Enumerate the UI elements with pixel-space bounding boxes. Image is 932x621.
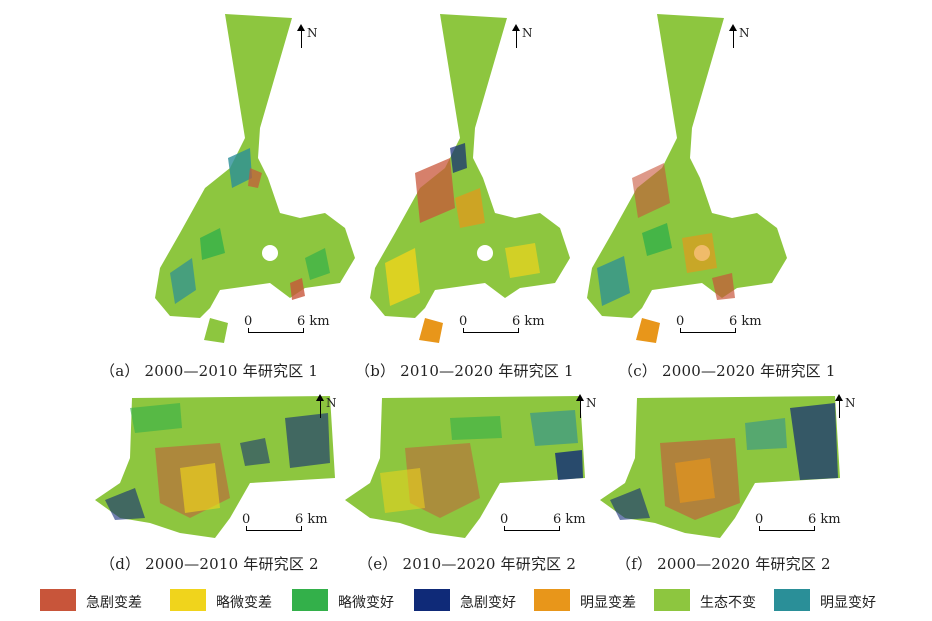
legend-swatch	[170, 589, 206, 611]
map-region2-f	[600, 396, 840, 538]
north-arrow-shaft	[301, 28, 302, 48]
caption-panel-e: （e） 2010—2020 年研究区 2	[358, 555, 577, 573]
map-region1-c	[587, 14, 787, 343]
scale-label-start: 0	[755, 512, 764, 527]
scale-bar: 0 6 km	[459, 314, 549, 340]
legend-swatch	[654, 589, 690, 611]
map-panel-a: N 0 6 km	[140, 8, 360, 348]
scale-bar-tick-left	[504, 526, 505, 531]
caption-panel-f: （f） 2000—2020 年研究区 2	[616, 555, 831, 573]
legend-swatch	[774, 589, 810, 611]
north-label: N	[522, 26, 533, 40]
north-label: N	[307, 26, 318, 40]
map-panel-f: N 0 6 km	[595, 388, 856, 543]
north-arrow-shaft	[839, 398, 840, 418]
scale-bar-tick-left	[248, 328, 249, 333]
north-arrow: N	[512, 24, 533, 64]
legend-swatch	[534, 589, 570, 611]
north-arrow-shaft	[516, 28, 517, 48]
scale-bar-tick-right	[301, 526, 302, 531]
north-arrow-shaft	[733, 28, 734, 48]
map-region2-d	[95, 396, 335, 538]
map-region1-b	[370, 14, 570, 343]
scale-bar-tick-left	[246, 526, 247, 531]
legend-label: 略微变好	[338, 595, 394, 611]
caption-panel-a: （a） 2000—2010 年研究区 1	[100, 362, 319, 380]
north-arrow-icon	[512, 24, 520, 31]
map-panel-e: N 0 6 km	[340, 388, 597, 543]
scale-bar-tick-right	[814, 526, 815, 531]
legend: 急剧变差 略微变差 略微变好 急剧变好 明显变差 生态不变 明显变好	[40, 586, 900, 616]
legend-swatch	[40, 589, 76, 611]
scale-bar-tick-left	[680, 328, 681, 333]
scale-bar-line	[759, 530, 815, 531]
scale-label-end: 6 km	[553, 512, 586, 527]
scale-bar-line	[248, 332, 304, 333]
north-arrow: N	[576, 394, 597, 434]
scale-bar-tick-right	[559, 526, 560, 531]
legend-label: 急剧变差	[86, 595, 142, 611]
scale-label-start: 0	[242, 512, 251, 527]
scale-label-start: 0	[244, 314, 253, 329]
north-arrow-shaft	[580, 398, 581, 418]
legend-label: 急剧变好	[460, 595, 516, 611]
north-arrow-shaft	[320, 398, 321, 418]
north-arrow-icon	[316, 394, 324, 401]
map-panel-d: N 0 6 km	[90, 388, 340, 543]
scale-label-end: 6 km	[295, 512, 328, 527]
scale-bar-line	[504, 530, 560, 531]
legend-label: 略微变差	[216, 595, 272, 611]
legend-label: 明显变差	[580, 595, 636, 611]
map-region2-e	[345, 396, 585, 538]
scale-bar: 0 6 km	[500, 512, 590, 538]
north-arrow-icon	[729, 24, 737, 31]
scale-bar-tick-right	[735, 328, 736, 333]
scale-label-start: 0	[459, 314, 468, 329]
legend-label: 生态不变	[700, 595, 756, 611]
north-label: N	[739, 26, 750, 40]
north-arrow: N	[297, 24, 318, 64]
scale-bar-tick-right	[303, 328, 304, 333]
scale-label-start: 0	[676, 314, 685, 329]
scale-bar-tick-left	[759, 526, 760, 531]
legend-swatch	[414, 589, 450, 611]
map-panel-b: N 0 6 km	[355, 8, 575, 348]
caption-panel-c: （c） 2000—2020 年研究区 1	[618, 362, 836, 380]
north-label: N	[845, 396, 856, 410]
north-arrow-icon	[576, 394, 584, 401]
scale-label-end: 6 km	[297, 314, 330, 329]
legend-swatch	[292, 589, 328, 611]
map-region1-a	[155, 14, 355, 343]
north-arrow: N	[835, 394, 856, 434]
scale-bar: 0 6 km	[676, 314, 766, 340]
scale-label-end: 6 km	[808, 512, 841, 527]
scale-bar-line	[680, 332, 736, 333]
north-label: N	[326, 396, 337, 410]
caption-panel-b: （b） 2010—2020 年研究区 1	[355, 362, 574, 380]
scale-bar-line	[246, 530, 302, 531]
scale-bar-tick-left	[463, 328, 464, 333]
scale-bar-tick-right	[518, 328, 519, 333]
north-arrow: N	[729, 24, 750, 64]
map-panel-c: N 0 6 km	[572, 8, 792, 348]
caption-panel-d: （d） 2000—2010 年研究区 2	[100, 555, 319, 573]
scale-bar: 0 6 km	[244, 314, 334, 340]
scale-bar: 0 6 km	[755, 512, 845, 538]
scale-bar: 0 6 km	[242, 512, 332, 538]
scale-label-end: 6 km	[512, 314, 545, 329]
legend-label: 明显变好	[820, 595, 876, 611]
north-arrow: N	[316, 394, 337, 434]
north-label: N	[586, 396, 597, 410]
scale-label-end: 6 km	[729, 314, 762, 329]
scale-label-start: 0	[500, 512, 509, 527]
north-arrow-icon	[835, 394, 843, 401]
north-arrow-icon	[297, 24, 305, 31]
scale-bar-line	[463, 332, 519, 333]
